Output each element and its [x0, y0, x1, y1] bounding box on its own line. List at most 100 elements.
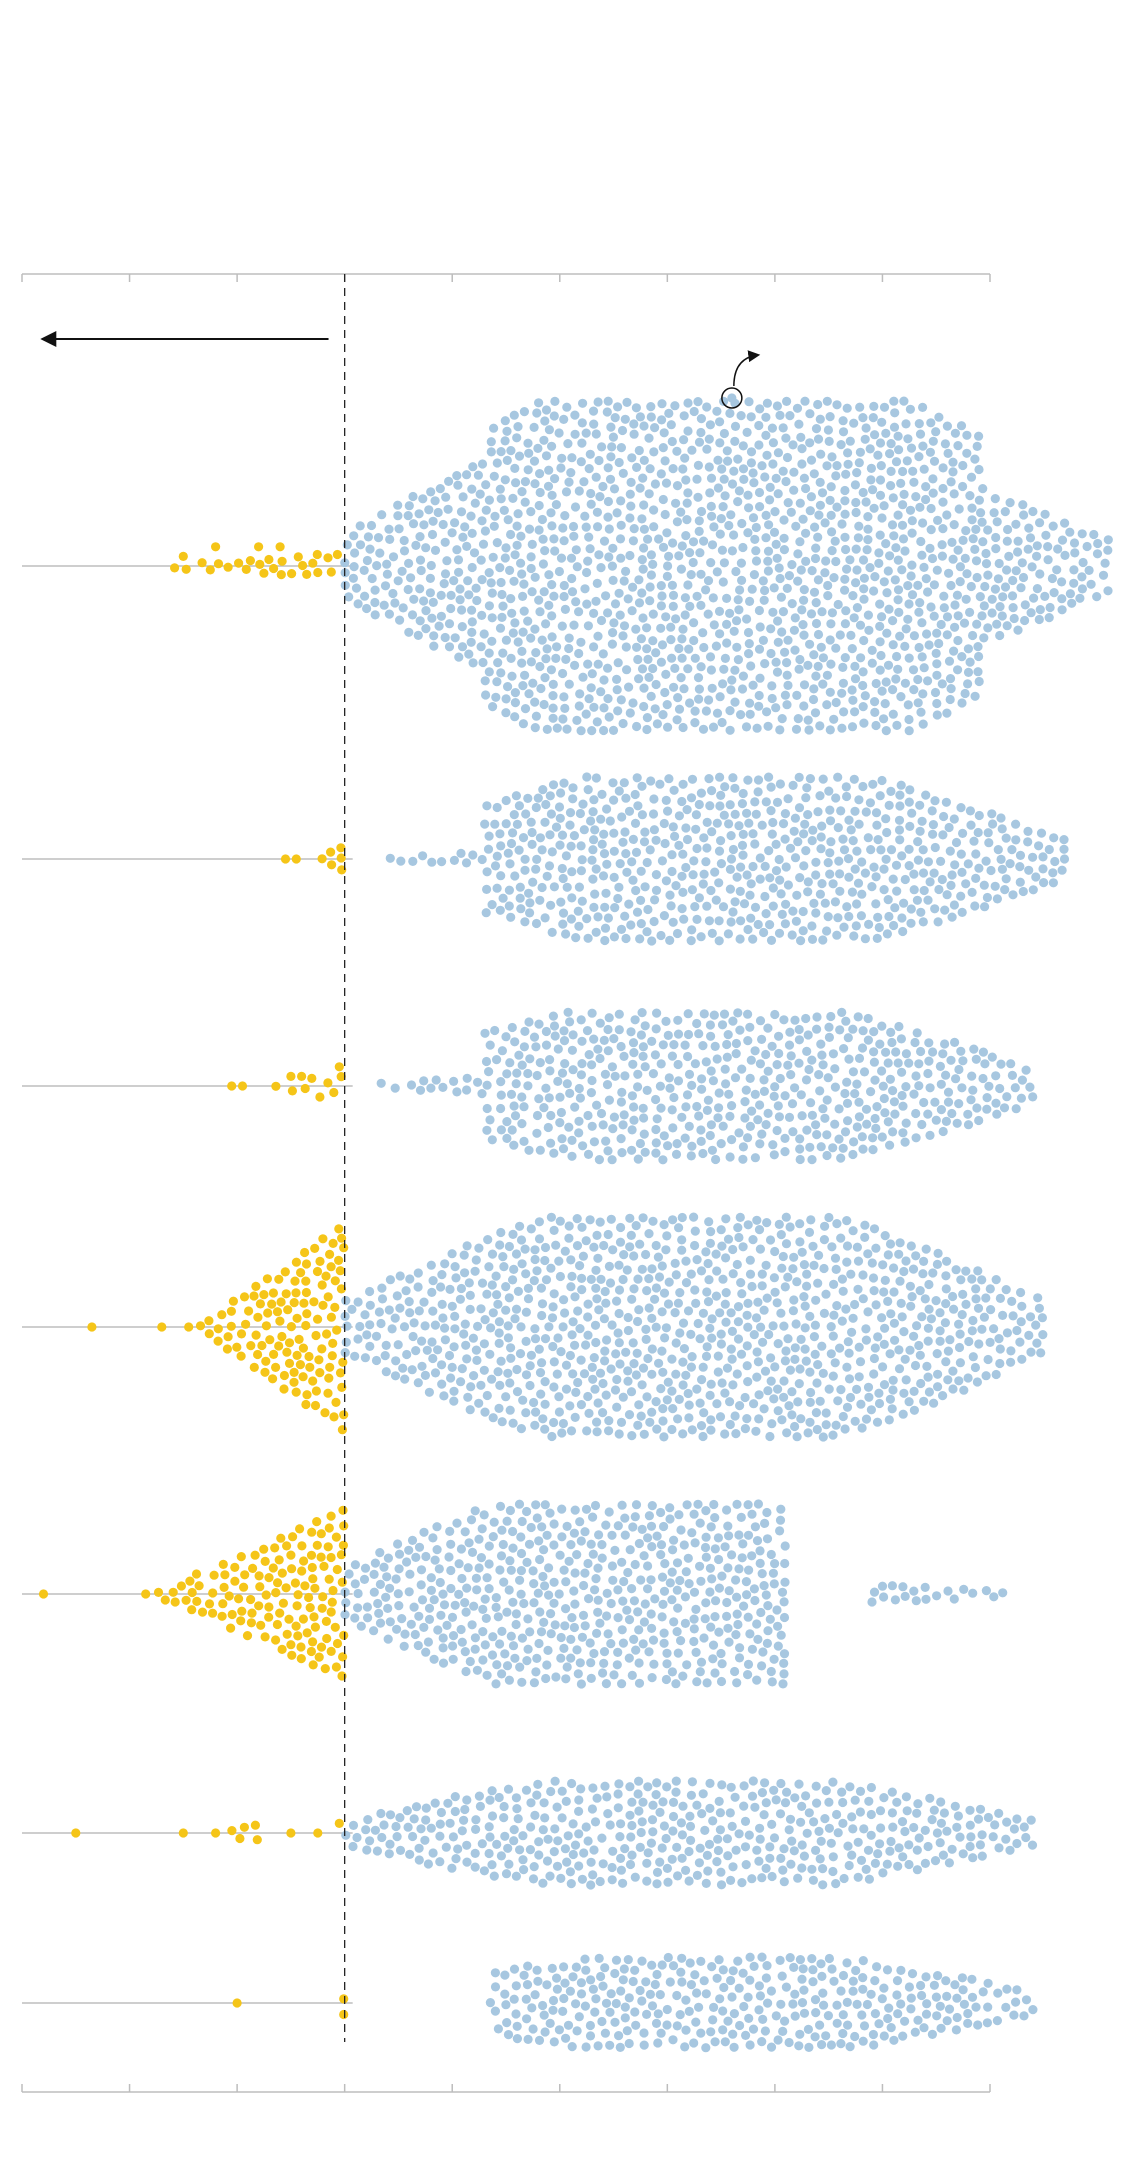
- above-threshold-dot: [492, 883, 502, 893]
- above-threshold-dot: [728, 1269, 738, 1279]
- above-threshold-dot: [689, 1614, 699, 1624]
- above-threshold-dot: [939, 811, 949, 822]
- above-threshold-dot: [992, 619, 1002, 629]
- above-threshold-dot: [572, 562, 582, 572]
- above-threshold-dot: [747, 584, 757, 594]
- above-threshold-dot: [599, 1035, 609, 1045]
- above-threshold-dot: [590, 1320, 601, 1330]
- below-threshold-dot: [241, 564, 251, 575]
- above-threshold-dot: [797, 444, 807, 454]
- above-threshold-dot: [716, 1139, 726, 1149]
- above-threshold-dot: [495, 623, 506, 633]
- above-threshold-dot: [711, 1154, 721, 1165]
- above-threshold-dot: [828, 1777, 838, 1787]
- above-threshold-dot: [408, 491, 418, 502]
- above-threshold-dot: [594, 455, 604, 466]
- above-threshold-dot: [600, 1356, 610, 1366]
- above-threshold-dot: [938, 497, 948, 507]
- below-threshold-dot: [331, 1662, 341, 1672]
- above-threshold-dot: [799, 1851, 810, 1861]
- above-threshold-dot: [659, 1288, 670, 1298]
- above-threshold-dot: [661, 478, 672, 488]
- above-threshold-dot: [870, 2009, 881, 2019]
- above-threshold-dot: [759, 1810, 769, 1820]
- above-threshold-dot: [981, 1371, 991, 1381]
- above-threshold-dot: [482, 1080, 492, 1090]
- below-threshold-dot: [277, 1568, 287, 1578]
- below-threshold-dot: [241, 1319, 251, 1329]
- above-threshold-dot: [496, 577, 506, 588]
- below-threshold-dot: [307, 1527, 317, 1537]
- above-threshold-dot: [824, 1032, 835, 1042]
- below-threshold-dot: [269, 563, 279, 574]
- above-threshold-dot: [766, 1549, 776, 1560]
- above-threshold-dot: [484, 831, 494, 841]
- above-threshold-dot: [583, 1149, 594, 1159]
- above-threshold-dot: [714, 878, 724, 888]
- above-threshold-dot: [963, 644, 974, 654]
- above-threshold-dot: [589, 1353, 599, 1363]
- above-threshold-dot: [647, 936, 657, 946]
- above-threshold-dot: [559, 1993, 569, 2004]
- above-threshold-dot: [798, 620, 808, 630]
- above-threshold-dot: [524, 448, 534, 458]
- above-threshold-dot: [583, 1312, 593, 1322]
- above-threshold-dot: [796, 936, 806, 946]
- above-threshold-dot: [482, 1103, 492, 1114]
- above-threshold-dot: [523, 1081, 533, 1091]
- above-threshold-dot: [725, 1111, 735, 1121]
- above-threshold-dot: [484, 1541, 494, 1551]
- above-threshold-dot: [750, 1046, 760, 1056]
- above-threshold-dot: [605, 1820, 615, 1830]
- above-threshold-dot: [558, 1418, 569, 1429]
- above-threshold-dot: [530, 1324, 540, 1334]
- below-threshold-dot: [249, 1291, 259, 1301]
- above-threshold-dot: [634, 575, 644, 585]
- above-threshold-dot: [761, 1590, 771, 1600]
- above-threshold-dot: [583, 1110, 593, 1121]
- above-threshold-dot: [783, 1272, 793, 1282]
- above-threshold-dot: [647, 1344, 657, 1354]
- above-threshold-dot: [888, 1086, 898, 1096]
- above-threshold-dot: [923, 1841, 933, 1852]
- above-threshold-dot: [930, 1856, 941, 1866]
- above-threshold-dot: [620, 1071, 630, 1081]
- above-threshold-dot: [922, 1999, 932, 2009]
- above-threshold-dot: [924, 1056, 934, 1066]
- below-threshold-dot: [324, 1574, 334, 1584]
- above-threshold-dot: [898, 1409, 908, 1419]
- above-threshold-dot: [546, 1110, 556, 1121]
- above-threshold-dot: [991, 1071, 1001, 1081]
- above-threshold-dot: [574, 1861, 584, 1871]
- above-threshold-dot: [760, 1778, 770, 1788]
- above-threshold-dot: [390, 1083, 400, 1093]
- above-threshold-dot: [702, 1678, 712, 1688]
- above-threshold-dot: [450, 1792, 460, 1802]
- above-threshold-dot: [755, 1834, 765, 1844]
- above-threshold-dot: [714, 1796, 724, 1806]
- above-threshold-dot: [897, 1067, 907, 1077]
- above-threshold-dot: [442, 1620, 452, 1630]
- above-threshold-dot: [801, 1356, 811, 1366]
- above-threshold-dot: [761, 1863, 771, 1873]
- above-threshold-dot: [827, 608, 838, 618]
- above-threshold-dot: [857, 1423, 867, 1433]
- above-threshold-dot: [421, 606, 431, 616]
- above-threshold-dot: [436, 611, 446, 621]
- above-threshold-dot: [667, 866, 677, 877]
- above-threshold-dot: [672, 715, 682, 725]
- below-threshold-dot: [237, 1606, 247, 1616]
- above-threshold-dot: [705, 1020, 716, 1030]
- above-threshold-dot: [822, 926, 832, 936]
- above-threshold-dot: [637, 781, 647, 791]
- above-threshold-dot: [628, 582, 638, 592]
- above-threshold-dot: [595, 1876, 605, 1887]
- below-threshold-dot: [336, 1284, 346, 1294]
- below-threshold-dot: [289, 1377, 299, 1387]
- above-threshold-dot: [719, 1009, 730, 1019]
- above-threshold-dot: [546, 1263, 556, 1273]
- above-threshold-dot: [639, 701, 649, 712]
- above-threshold-dot: [538, 559, 549, 569]
- above-threshold-dot: [909, 631, 920, 641]
- above-threshold-dot: [732, 1499, 742, 1509]
